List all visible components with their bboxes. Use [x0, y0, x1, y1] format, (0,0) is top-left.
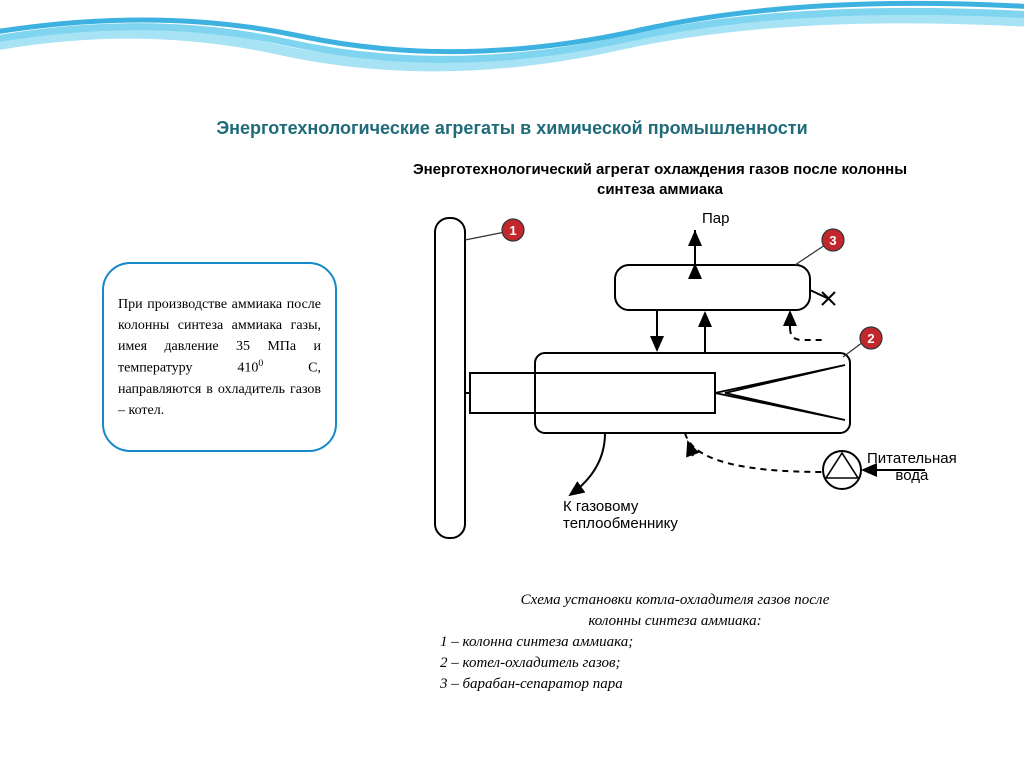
wave-decoration [0, 0, 1024, 100]
pump-shape [823, 451, 861, 489]
marker-2: 2 [843, 327, 882, 357]
label-feedwater: Питательнаявода [867, 450, 957, 484]
marker-1: 1 [465, 219, 524, 241]
svg-text:1: 1 [509, 223, 516, 238]
drum-shape [615, 265, 810, 310]
column-shape [435, 218, 465, 538]
caption-title-2: колонны синтеза аммиака: [430, 611, 920, 632]
diagram-caption: Схема установки котла-охладителя газов п… [430, 590, 920, 695]
subtitle-line2: синтеза аммиака [597, 181, 723, 198]
line-feed-bend [790, 328, 825, 340]
valve-x [822, 292, 835, 305]
caption-item-3: 3 – барабан-сепаратор пара [440, 674, 920, 695]
marker-3: 3 [795, 229, 844, 265]
label-steam: Пар [702, 210, 729, 227]
cooler-inner-shape [470, 373, 715, 413]
caption-item-2: 2 – котел-охладитель газов; [440, 653, 920, 674]
line-to-exchanger [570, 433, 605, 495]
page-title: Энерготехнологические агрегаты в химичес… [0, 118, 1024, 139]
svg-text:2: 2 [867, 331, 874, 346]
process-diagram: 1 3 2 Пар Питательнаявода К газовомутепл… [395, 210, 955, 580]
svg-text:3: 3 [829, 233, 836, 248]
cooler-outer-shape [535, 353, 850, 433]
subtitle-line1: Энерготехнологический агрегат охлаждения… [413, 161, 907, 178]
label-exchanger: К газовомутеплообменнику [563, 498, 678, 532]
info-box: При производстве аммиака после колонны с… [102, 262, 337, 452]
caption-title-1: Схема установки котла-охладителя газов п… [430, 590, 920, 611]
line-cooler-to-pump [685, 433, 823, 472]
caption-item-1: 1 – колонна синтеза аммиака; [440, 632, 920, 653]
diagram-subtitle: Энерготехнологический агрегат охлаждения… [380, 160, 940, 199]
